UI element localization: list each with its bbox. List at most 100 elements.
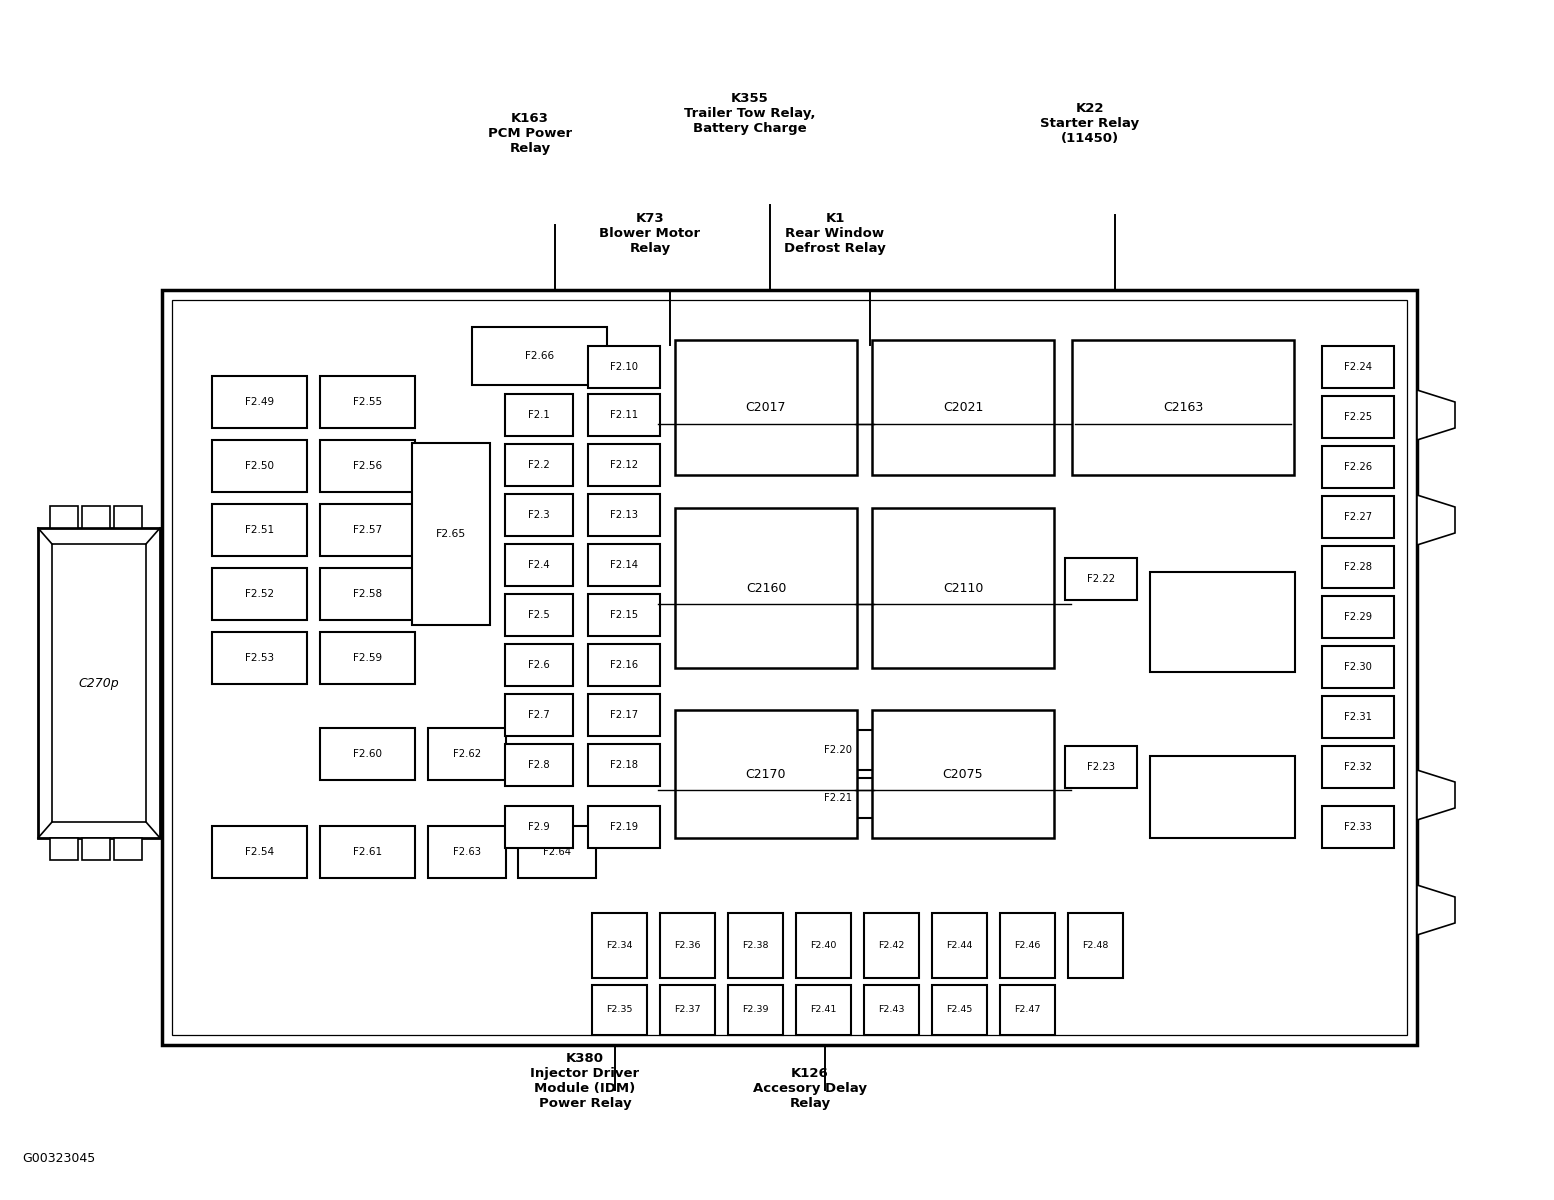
Text: F2.38: F2.38 bbox=[743, 941, 769, 950]
Bar bbox=[932, 913, 987, 978]
Text: F2.49: F2.49 bbox=[246, 397, 274, 407]
Bar bbox=[427, 826, 507, 878]
Text: F2.16: F2.16 bbox=[609, 660, 639, 670]
Text: F2.64: F2.64 bbox=[542, 847, 570, 857]
Text: F2.42: F2.42 bbox=[878, 941, 904, 950]
Text: K126
Accesory Delay
Relay: K126 Accesory Delay Relay bbox=[754, 1067, 867, 1110]
Text: C2160: C2160 bbox=[746, 582, 786, 594]
Bar bbox=[320, 376, 415, 428]
Text: F2.56: F2.56 bbox=[353, 461, 382, 470]
Text: F2.9: F2.9 bbox=[528, 822, 550, 832]
Bar bbox=[1072, 340, 1294, 475]
Bar bbox=[505, 494, 573, 536]
Text: F2.57: F2.57 bbox=[353, 526, 382, 535]
Polygon shape bbox=[1417, 390, 1455, 440]
Bar bbox=[517, 826, 597, 878]
Text: F2.15: F2.15 bbox=[609, 610, 639, 620]
Text: F2.65: F2.65 bbox=[435, 529, 466, 539]
Text: F2.32: F2.32 bbox=[1344, 762, 1372, 772]
Text: F2.50: F2.50 bbox=[246, 461, 274, 470]
Text: F2.14: F2.14 bbox=[611, 560, 639, 570]
Bar bbox=[211, 632, 308, 684]
Text: F2.24: F2.24 bbox=[1344, 362, 1372, 372]
Text: F2.30: F2.30 bbox=[1344, 662, 1372, 672]
Bar bbox=[1064, 558, 1138, 600]
Text: F2.62: F2.62 bbox=[452, 749, 482, 758]
Text: F2.4: F2.4 bbox=[528, 560, 550, 570]
Bar bbox=[50, 506, 78, 528]
Text: F2.46: F2.46 bbox=[1015, 941, 1041, 950]
Text: F2.19: F2.19 bbox=[609, 822, 639, 832]
Bar bbox=[592, 913, 646, 978]
Bar bbox=[1322, 396, 1394, 438]
Text: F2.29: F2.29 bbox=[1344, 612, 1372, 622]
Bar bbox=[113, 506, 141, 528]
Text: F2.3: F2.3 bbox=[528, 510, 550, 520]
Bar bbox=[864, 985, 918, 1034]
Text: F2.13: F2.13 bbox=[611, 510, 639, 520]
Text: F2.55: F2.55 bbox=[353, 397, 382, 407]
Text: K380
Injector Driver
Module (IDM)
Power Relay: K380 Injector Driver Module (IDM) Power … bbox=[530, 1052, 640, 1110]
Text: F2.12: F2.12 bbox=[609, 460, 639, 470]
Text: F2.61: F2.61 bbox=[353, 847, 382, 857]
Bar bbox=[660, 913, 715, 978]
Text: F2.36: F2.36 bbox=[674, 941, 701, 950]
Bar bbox=[872, 340, 1054, 475]
Bar bbox=[932, 985, 987, 1034]
Bar bbox=[872, 710, 1054, 838]
Bar bbox=[211, 568, 308, 620]
Bar bbox=[1322, 746, 1394, 788]
Bar bbox=[505, 594, 573, 636]
Bar bbox=[802, 778, 873, 818]
Text: F2.5: F2.5 bbox=[528, 610, 550, 620]
Bar bbox=[172, 300, 1406, 1034]
Bar bbox=[505, 394, 573, 436]
Bar bbox=[587, 346, 660, 388]
Text: K22
Starter Relay
(11450): K22 Starter Relay (11450) bbox=[1041, 102, 1139, 145]
Bar bbox=[587, 694, 660, 736]
Bar bbox=[587, 806, 660, 848]
Text: F2.40: F2.40 bbox=[810, 941, 836, 950]
Text: F2.58: F2.58 bbox=[353, 589, 382, 599]
Bar bbox=[211, 504, 308, 556]
Bar bbox=[211, 376, 308, 428]
Text: F2.47: F2.47 bbox=[1015, 1006, 1041, 1014]
Bar bbox=[727, 913, 783, 978]
Bar bbox=[412, 443, 490, 625]
Bar bbox=[674, 508, 856, 668]
Text: F2.45: F2.45 bbox=[946, 1006, 973, 1014]
Bar bbox=[587, 444, 660, 486]
Text: K73
Blower Motor
Relay: K73 Blower Motor Relay bbox=[600, 212, 701, 256]
Text: F2.22: F2.22 bbox=[1086, 574, 1116, 584]
Bar bbox=[1322, 696, 1394, 738]
Text: G00323045: G00323045 bbox=[22, 1152, 95, 1165]
Text: F2.27: F2.27 bbox=[1344, 512, 1372, 522]
Bar bbox=[505, 744, 573, 786]
Bar bbox=[320, 568, 415, 620]
Bar bbox=[113, 838, 141, 860]
Text: F2.44: F2.44 bbox=[946, 941, 973, 950]
Text: K355
Trailer Tow Relay,
Battery Charge: K355 Trailer Tow Relay, Battery Charge bbox=[684, 92, 816, 134]
Text: F2.34: F2.34 bbox=[606, 941, 632, 950]
Bar bbox=[1150, 572, 1294, 672]
Bar bbox=[505, 806, 573, 848]
Text: F2.8: F2.8 bbox=[528, 760, 550, 770]
Bar bbox=[505, 444, 573, 486]
Polygon shape bbox=[1417, 494, 1455, 545]
Text: C2110: C2110 bbox=[943, 582, 984, 594]
Text: F2.43: F2.43 bbox=[878, 1006, 904, 1014]
Text: F2.35: F2.35 bbox=[606, 1006, 632, 1014]
Bar bbox=[1322, 806, 1394, 848]
Bar bbox=[37, 528, 160, 838]
Bar bbox=[1068, 913, 1124, 978]
Text: F2.39: F2.39 bbox=[743, 1006, 769, 1014]
Text: F2.1: F2.1 bbox=[528, 410, 550, 420]
Bar bbox=[1322, 496, 1394, 538]
Text: F2.48: F2.48 bbox=[1082, 941, 1108, 950]
Text: F2.28: F2.28 bbox=[1344, 562, 1372, 572]
Bar bbox=[796, 985, 852, 1034]
Bar bbox=[320, 440, 415, 492]
Text: F2.51: F2.51 bbox=[246, 526, 274, 535]
Text: F2.33: F2.33 bbox=[1344, 822, 1372, 832]
Bar bbox=[1001, 913, 1055, 978]
